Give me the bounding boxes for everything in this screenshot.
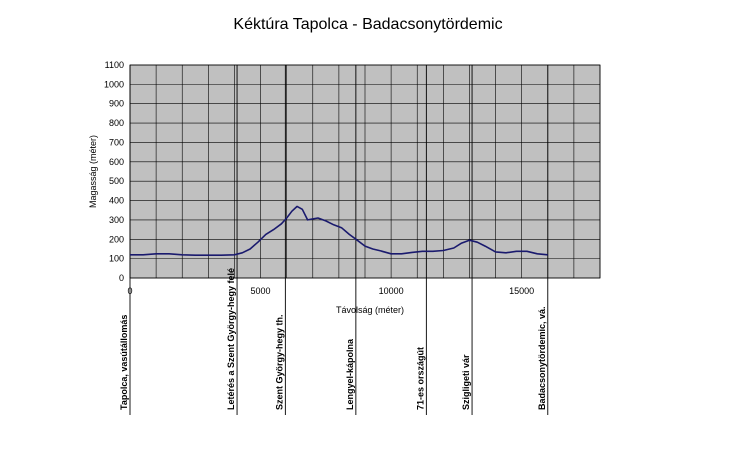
y-tick-label: 600: [109, 157, 124, 167]
tick-labels: 0 100 200 300 400 500 600 700 800 900 1000 1100 0 500…: [104, 60, 534, 296]
series-layer: [130, 205, 548, 256]
chart-title: Kéktúra Tapolca - Badacsonytördemic: [233, 16, 503, 33]
y-tick-label: 100: [109, 254, 124, 264]
elevation-line: [130, 205, 548, 256]
waypoint-label: Szent György-hegy th.: [274, 314, 284, 410]
y-tick-label: 400: [109, 196, 124, 206]
x-tick-label: 15000: [509, 286, 534, 296]
y-tick-label: 800: [109, 118, 124, 128]
y-axis-title: Magasság (méter): [88, 135, 98, 208]
waypoint-label-group: Letérés a Szent György-hegy felé: [226, 268, 236, 410]
x-axis-title: Távolság (méter): [336, 305, 404, 315]
waypoint-label-group: Lengyel-kápolna: [345, 338, 355, 410]
waypoint-label: Szigligeti vár: [461, 354, 471, 410]
y-tick-label: 1100: [105, 60, 124, 70]
waypoint-label: Letérés a Szent György-hegy felé: [226, 268, 236, 410]
waypoint-label: 71-es országút: [415, 347, 425, 410]
waypoint-label-group: Szigligeti vár: [461, 354, 471, 410]
x-tick-label: 5000: [251, 286, 271, 296]
waypoint-markers: Tapolca, vasútállomás Letérés a Szent Gyö…: [119, 65, 549, 415]
y-tick-label: 200: [109, 234, 124, 244]
y-tick-label: 500: [109, 176, 124, 186]
y-tick-label: 900: [109, 99, 124, 109]
waypoint-label: Lengyel-kápolna: [345, 338, 355, 410]
y-tick-label: 300: [109, 215, 124, 225]
waypoint-label-group: Badacsonytördemic, vá.: [537, 306, 547, 410]
waypoint-label-group: 71-es országút: [415, 347, 425, 410]
waypoint-label: Badacsonytördemic, vá.: [537, 306, 547, 410]
y-tick-label: 0: [119, 273, 124, 283]
waypoint-label-group: Szent György-hegy th.: [274, 314, 284, 410]
waypoint-label: Tapolca, vasútállomás: [119, 315, 129, 410]
waypoint-label-group: Tapolca, vasútállomás: [119, 315, 129, 410]
y-tick-label: 700: [109, 137, 124, 147]
x-tick-label: 0: [127, 286, 132, 296]
x-tick-label: 10000: [379, 286, 404, 296]
y-tick-label: 1000: [104, 79, 124, 89]
